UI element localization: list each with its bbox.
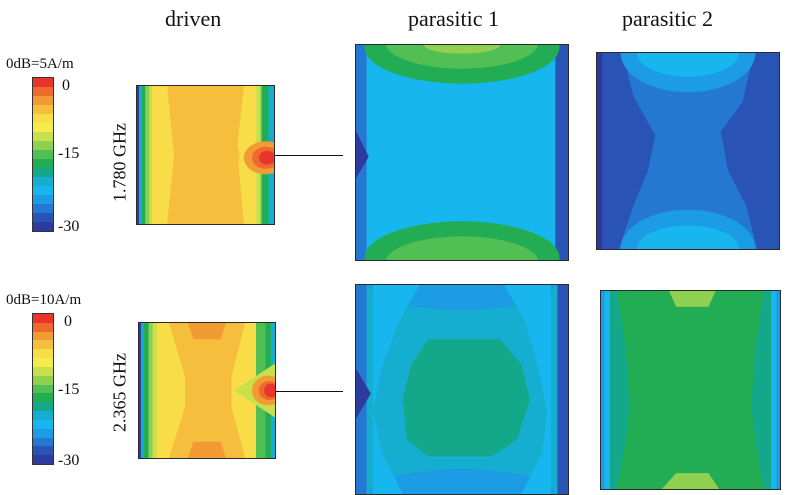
colorbar-step [33, 96, 53, 105]
colorbar-step [33, 213, 53, 222]
colorbar-step [33, 402, 53, 412]
colorbar-step [33, 446, 53, 456]
colorbar-step [33, 114, 53, 123]
current-map-parasitic1-row1 [355, 44, 569, 261]
colorbar-step [33, 177, 53, 186]
tick-bottom-row1: -30 [58, 218, 80, 235]
colorbar-step [33, 411, 53, 420]
colorbar-step [33, 366, 53, 376]
colorbar-step [33, 204, 53, 213]
tick-top-row2: 0 [64, 313, 72, 330]
tick-bottom-row2: -30 [58, 452, 80, 469]
current-map-driven-row2 [138, 322, 276, 459]
colorbar-step [33, 105, 53, 114]
colorbar-row1 [32, 77, 54, 232]
current-map-parasitic1-row2 [355, 284, 569, 495]
colorbar-step [33, 195, 53, 204]
colorbar-step [33, 141, 53, 150]
header-parasitic-1: parasitic 1 [408, 6, 500, 31]
colorbar-step [33, 428, 53, 438]
current-map-driven-row1 [136, 85, 275, 225]
feed-line-row2 [276, 391, 343, 392]
tick-mid-row2: -15 [58, 381, 80, 398]
colorbar-step [33, 393, 53, 403]
colorbar-step [33, 78, 53, 87]
colorbar-step [33, 322, 53, 332]
colorbar-step [33, 358, 53, 367]
colorbar-step [33, 375, 53, 385]
feed-line-row1 [275, 155, 343, 156]
colorbar-row2 [32, 313, 54, 465]
tick-top-row1: 0 [62, 77, 70, 94]
frequency-label-row1: 1.780 GHz [109, 123, 130, 202]
reference-label-row2: 0dB=10A/m [6, 292, 82, 308]
colorbar-step [33, 186, 53, 195]
colorbar-step [33, 384, 53, 394]
colorbar-step [33, 87, 53, 96]
colorbar-step [33, 331, 53, 341]
tick-mid-row1: -15 [58, 145, 80, 162]
colorbar-step [33, 419, 53, 429]
colorbar-step [33, 340, 53, 350]
colorbar-step [33, 168, 53, 177]
colorbar-step [33, 349, 53, 359]
header-driven: driven [165, 6, 222, 31]
colorbar-step [33, 150, 53, 159]
colorbar-step [33, 159, 53, 168]
colorbar-step [33, 314, 53, 323]
header-parasitic-2: parasitic 2 [622, 6, 714, 31]
colorbar-step [33, 455, 53, 464]
colorbar-step [33, 437, 53, 447]
reference-label-row1: 0dB=5A/m [6, 56, 74, 72]
frequency-label-row2: 2.365 GHz [109, 353, 130, 432]
current-map-parasitic2-row2 [600, 290, 781, 490]
colorbar-step [33, 222, 53, 231]
colorbar-step [33, 132, 53, 141]
current-map-parasitic2-row1 [596, 52, 780, 250]
colorbar-step [33, 123, 53, 132]
